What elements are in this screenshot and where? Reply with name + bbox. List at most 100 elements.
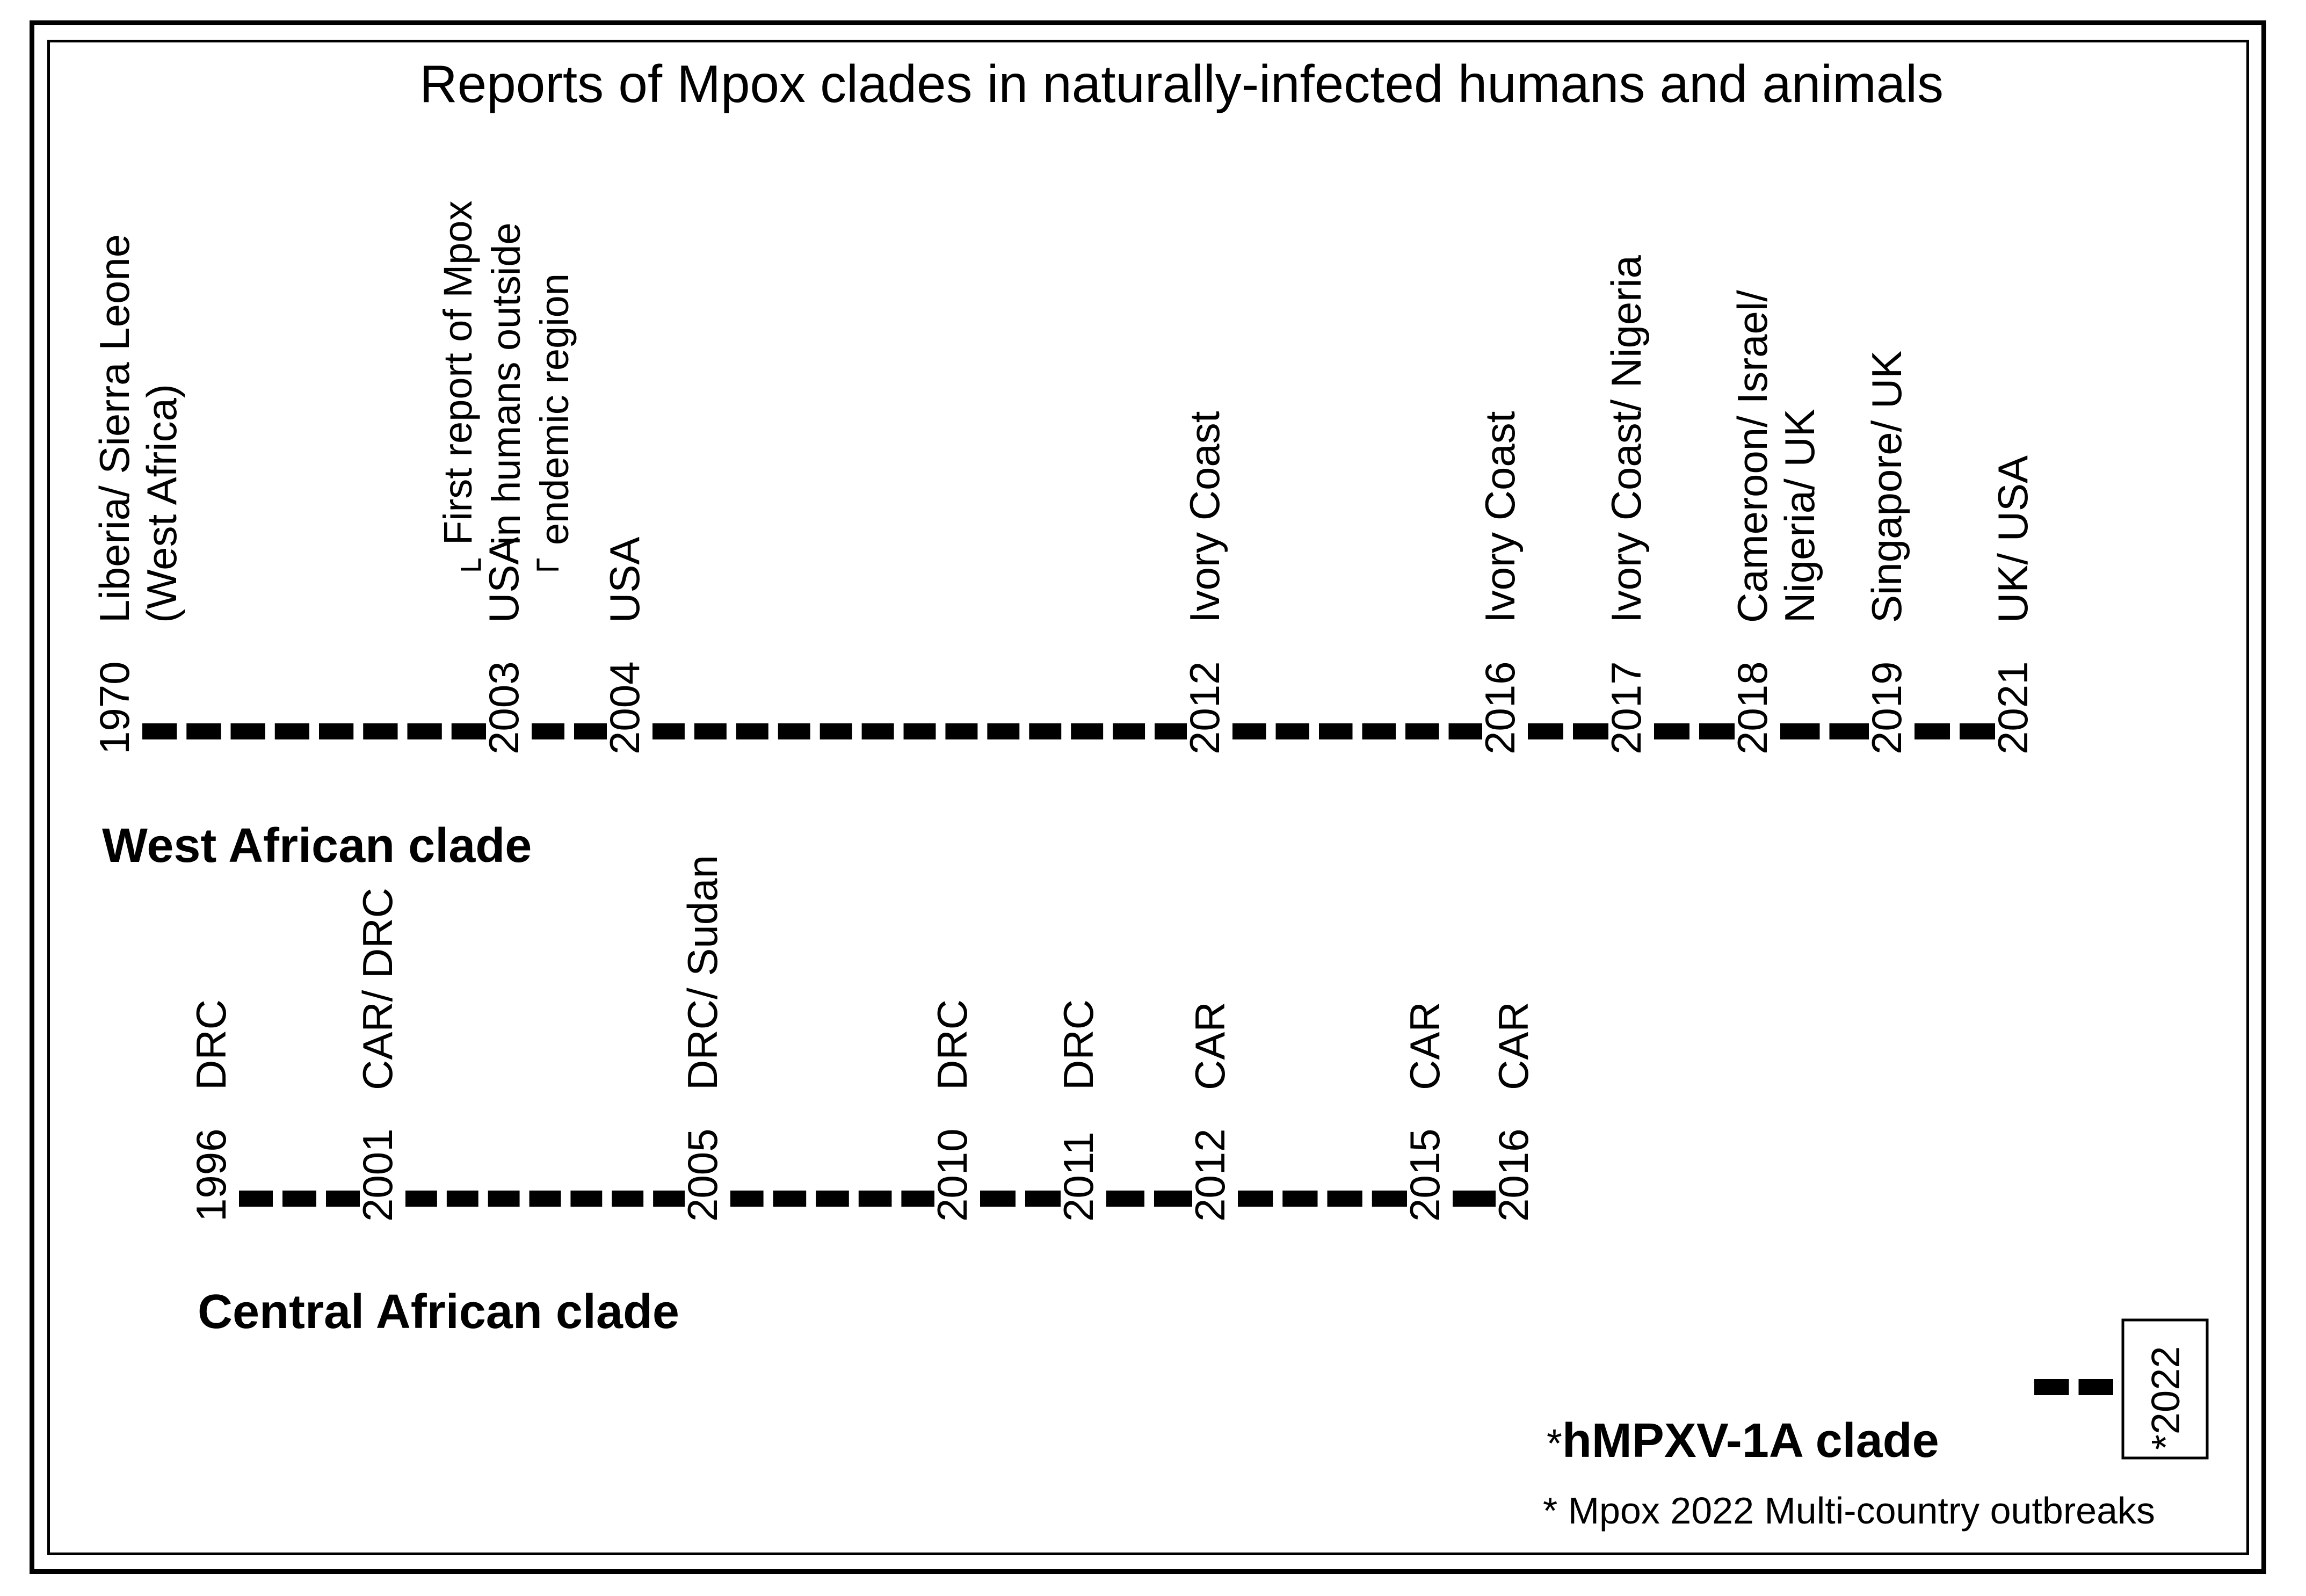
timeline-dash — [1699, 723, 1735, 739]
timeline-dash — [405, 1191, 437, 1207]
central-segment-2015 — [1453, 1191, 1496, 1207]
west-segment-2019 — [1915, 723, 1995, 739]
timeline-dash — [901, 1191, 934, 1207]
timeline-dash — [980, 1191, 1016, 1207]
timeline-dash — [570, 1191, 603, 1207]
central-year-2010: 2010 — [929, 1128, 976, 1222]
timeline-dash — [1319, 723, 1353, 739]
west-year-2003: 2003 — [480, 661, 527, 755]
west-segment-2012 — [1232, 723, 1482, 739]
timeline-dash — [319, 723, 354, 739]
timeline-dash — [730, 1191, 764, 1207]
timeline-dash — [1025, 1191, 1061, 1207]
timeline-dash — [1071, 723, 1104, 739]
west-year-2021: 2021 — [1989, 661, 2036, 755]
first-report-note-line3: endemic region — [532, 273, 577, 545]
west-event-label-1970-line2: (West Africa) — [138, 384, 185, 623]
central-segment-1996 — [239, 1191, 360, 1207]
timeline-dash — [816, 1191, 849, 1207]
hmpxv-asterisk: * — [1547, 1421, 1562, 1466]
central-event-label-1996-line1: DRC — [187, 999, 235, 1090]
central-african-timeline: 1996 DRC 2001 CAR/ DRC 2005 DRC/ Sudan 2010 DRC… — [187, 855, 1537, 1222]
central-segment-2011 — [1106, 1191, 1192, 1207]
timeline-dash — [858, 1191, 892, 1207]
timeline-dash — [773, 1191, 807, 1207]
timeline-dash — [326, 1191, 360, 1207]
hmpxv-year-label: *2022 — [2143, 1346, 2188, 1450]
timeline-dash — [903, 723, 936, 739]
timeline-dash — [1113, 723, 1145, 739]
west-year-1970: 1970 — [91, 661, 138, 755]
hmpxv-segment — [2034, 1379, 2113, 1395]
timeline-dash — [1654, 723, 1689, 739]
diagram-title: Reports of Mpox clades in naturally-infe… — [419, 54, 1944, 113]
west-african-clade-label: West African clade — [102, 819, 532, 873]
timeline-dash — [1154, 1191, 1192, 1207]
timeline-dash — [1528, 723, 1563, 739]
west-segment-2018 — [1780, 723, 1869, 739]
west-event-label-2017-line1: Ivory Coast/ Nigeria — [1602, 255, 1650, 623]
central-event-label-2001-line1: CAR/ DRC — [354, 888, 401, 1090]
timeline-dash — [574, 723, 607, 739]
timeline-dash — [1155, 723, 1187, 739]
figure-outer-border — [30, 20, 2266, 1574]
timeline-dash — [1238, 1191, 1273, 1207]
timeline-dash — [239, 1191, 273, 1207]
central-african-clade-label: Central African clade — [198, 1285, 679, 1339]
central-segment-2005 — [730, 1191, 934, 1207]
central-segment-2012 — [1238, 1191, 1407, 1207]
hmpxv-dash-line — [2034, 1379, 2113, 1395]
timeline-dash — [274, 723, 309, 739]
timeline-dash — [1327, 1191, 1362, 1207]
central-event-label-2016-line1: CAR — [1490, 1002, 1537, 1090]
central-year-1996: 1996 — [187, 1128, 235, 1222]
timeline-dash — [1448, 723, 1482, 739]
central-year-2001: 2001 — [354, 1128, 401, 1222]
timeline-dash — [1029, 723, 1062, 739]
timeline-dash — [945, 723, 978, 739]
timeline-dash — [1106, 1191, 1144, 1207]
west-segment-2016 — [1528, 723, 1608, 739]
timeline-dash — [407, 723, 442, 739]
timeline-dash — [652, 723, 685, 739]
central-year-2016: 2016 — [1490, 1128, 1537, 1222]
timeline-dash — [1780, 723, 1820, 739]
timeline-dash — [1573, 723, 1608, 739]
west-segment-2004 — [652, 723, 1187, 739]
west-event-label-2003-line1: USA — [480, 537, 527, 623]
timeline-dash — [451, 723, 486, 739]
central-segment-2010 — [980, 1191, 1061, 1207]
timeline-dash — [1372, 1191, 1407, 1207]
timeline-dash — [1362, 723, 1396, 739]
timeline-dash — [1275, 723, 1309, 739]
central-event-label-2012-line1: CAR — [1186, 1002, 1234, 1090]
timeline-dash — [736, 723, 768, 739]
west-year-2019: 2019 — [1863, 661, 1910, 755]
timeline-dash — [142, 723, 177, 739]
west-event-label-2004-line1: USA — [601, 537, 648, 623]
timeline-dash — [653, 1191, 685, 1207]
west-event-label-2012-line1: Ivory Coast — [1181, 411, 1228, 623]
west-year-2012: 2012 — [1181, 661, 1228, 755]
west-segment-2017 — [1654, 723, 1735, 739]
timeline-dash — [1829, 723, 1869, 739]
central-event-label-2011-line1: DRC — [1055, 999, 1102, 1090]
timeline-dash — [861, 723, 894, 739]
west-event-label-2016-line1: Ivory Coast — [1476, 411, 1524, 623]
first-report-note-line2: in humans outside — [484, 222, 528, 545]
timeline-dash — [694, 723, 727, 739]
timeline-dash — [529, 1191, 561, 1207]
west-year-2016: 2016 — [1476, 661, 1524, 755]
timeline-dash — [987, 723, 1020, 739]
timeline-dash — [1453, 1191, 1496, 1207]
timeline-dash — [1282, 1191, 1318, 1207]
timeline-dash — [488, 1191, 520, 1207]
timeline-dash — [363, 723, 398, 739]
timeline-dash — [186, 723, 221, 739]
footnote: * Mpox 2022 Multi-country outbreaks — [1543, 1490, 2155, 1532]
timeline-dash — [1405, 723, 1439, 739]
timeline-dash — [446, 1191, 478, 1207]
central-event-label-2015-line1: CAR — [1401, 1002, 1448, 1090]
timeline-dash — [2078, 1379, 2113, 1395]
